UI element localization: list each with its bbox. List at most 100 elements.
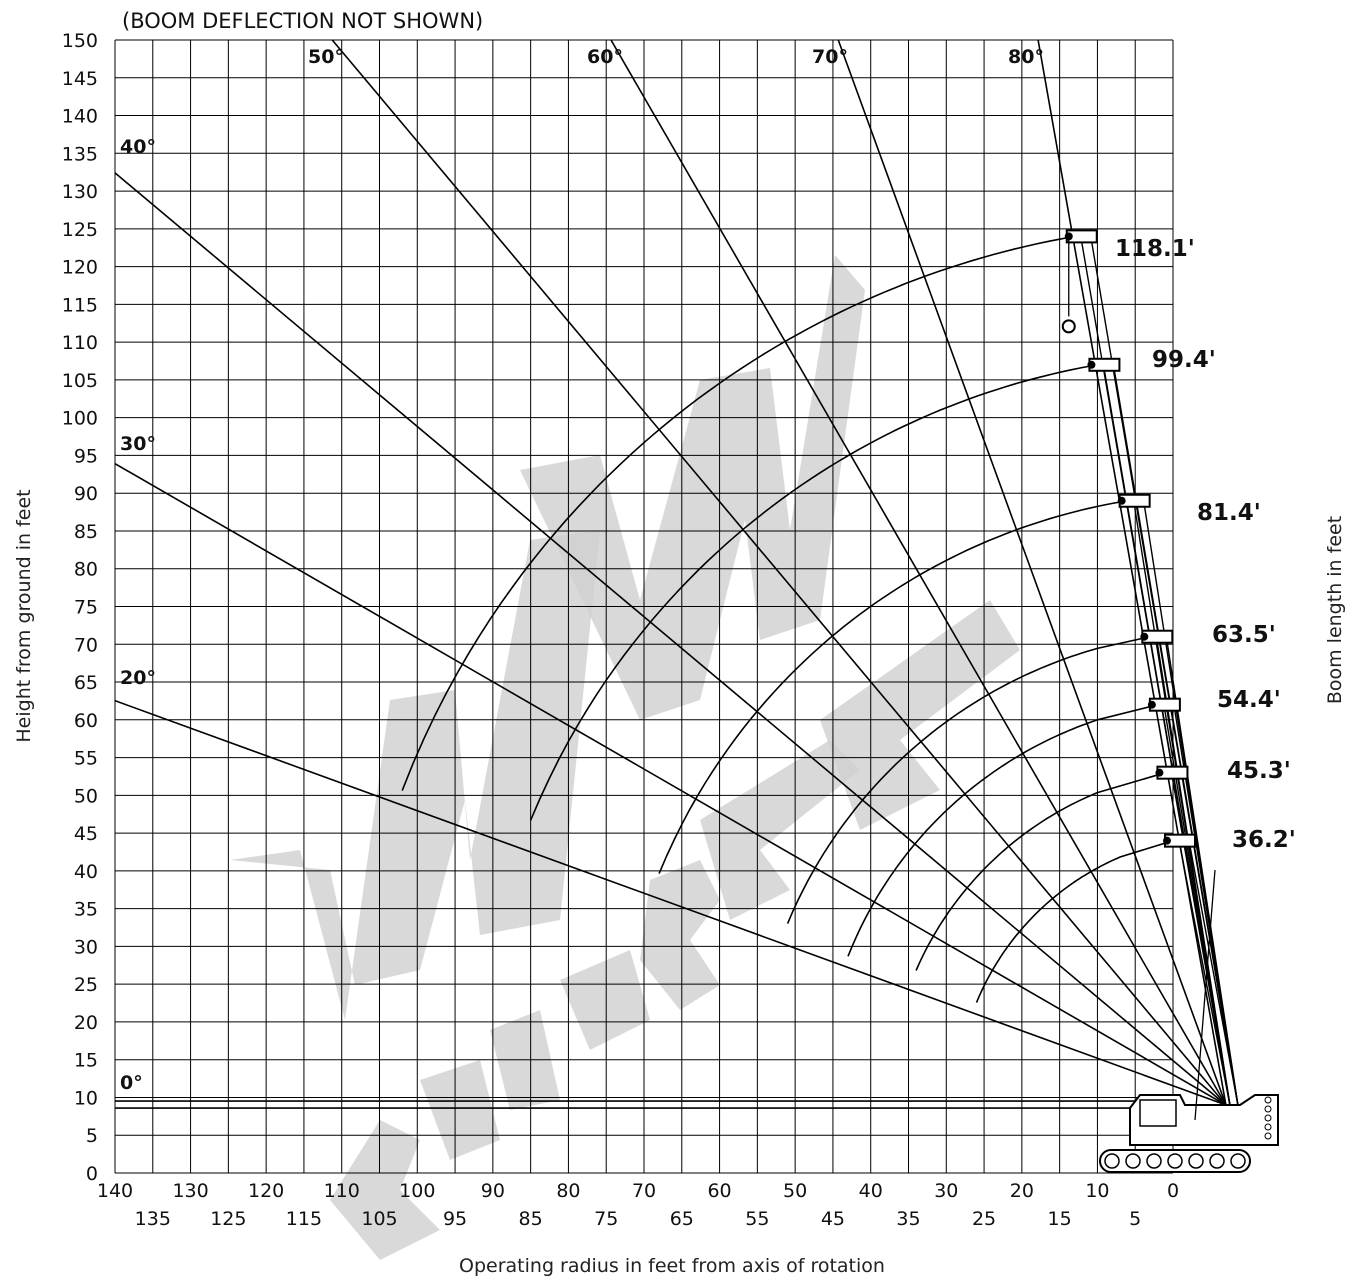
y-tick-label: 35 (74, 899, 98, 921)
boom-sheave (1147, 700, 1156, 709)
counterweight-bolt (1264, 1096, 1272, 1104)
y-tick-label: 140 (62, 106, 98, 128)
angle-label: 40° (120, 136, 156, 158)
angle-label: 70° (812, 46, 848, 68)
y-tick-label: 145 (62, 68, 98, 90)
angle-line (331, 39, 1227, 1106)
x-tick-label: 50 (783, 1180, 807, 1202)
y-tick-label: 100 (62, 408, 98, 430)
angle-line (114, 172, 1227, 1106)
counterweight-bolt (1264, 1123, 1272, 1131)
y-tick-label: 130 (62, 181, 98, 203)
boom-sheave (1117, 496, 1126, 505)
x-tick-label: 45 (821, 1208, 845, 1230)
x-tick-label: 90 (481, 1180, 505, 1202)
axis-ticks: 0510152025303540455055606570758085909510… (62, 30, 1179, 1230)
y-tick-label: 105 (62, 370, 98, 392)
y-tick-label: 95 (74, 445, 98, 467)
boom-length-label: 63.5' (1212, 622, 1276, 648)
boom-sheave (1087, 360, 1096, 369)
angle-label: 30° (120, 433, 156, 455)
y-axis-title: Height from ground in feet (13, 489, 35, 742)
boom-sheave (1163, 836, 1171, 845)
boom-length-label: 45.3' (1227, 758, 1291, 784)
y-tick-label: 120 (62, 257, 98, 279)
x-tick-label: 95 (443, 1208, 467, 1230)
track-roller (1209, 1153, 1225, 1169)
y-tick-label: 50 (74, 785, 98, 807)
boom-length-arc (529, 364, 1098, 821)
x-tick-label: 65 (670, 1208, 694, 1230)
counterweight-bolt (1264, 1105, 1272, 1113)
y2-axis-title: Boom length in feet (1324, 516, 1346, 704)
y-tick-label: 135 (62, 143, 98, 165)
x-tick-label: 105 (361, 1208, 397, 1230)
track-roller (1125, 1153, 1141, 1169)
x-tick-label: 10 (1085, 1180, 1109, 1202)
hook-block (1061, 319, 1076, 334)
boom-length-arc (847, 703, 1159, 957)
y-tick-label: 55 (74, 748, 98, 770)
boom-length-label: 99.4' (1152, 347, 1216, 373)
boom-length-arc (915, 771, 1166, 971)
angle-label: 0° (120, 1072, 143, 1094)
x-tick-label: 110 (324, 1180, 360, 1202)
crane-body (1129, 1094, 1279, 1146)
track-roller (1167, 1153, 1183, 1169)
y-tick-label: 40 (74, 861, 98, 883)
x-tick-label: 40 (859, 1180, 883, 1202)
x-tick-label: 140 (97, 1180, 133, 1202)
y-tick-label: 20 (74, 1012, 98, 1034)
angle-line (610, 39, 1227, 1106)
boom-length-label: 36.2' (1232, 827, 1296, 853)
x-tick-label: 20 (1010, 1180, 1034, 1202)
y-tick-label: 25 (74, 974, 98, 996)
y-tick-label: 110 (62, 332, 98, 354)
y-tick-label: 75 (74, 597, 98, 619)
y-tick-label: 65 (74, 672, 98, 694)
x-tick-label: 75 (594, 1208, 618, 1230)
boom-length-arc (658, 500, 1128, 874)
x-tick-label: 115 (286, 1208, 322, 1230)
y-tick-label: 125 (62, 219, 98, 241)
y-tick-label: 85 (74, 521, 98, 543)
watermark-logo (230, 255, 1020, 1260)
deflection-note: (BOOM DEFLECTION NOT SHOWN) (122, 9, 483, 33)
boom-length-arc (975, 839, 1174, 1003)
x-tick-label: 100 (399, 1180, 435, 1202)
y-tick-label: 115 (62, 294, 98, 316)
y-tick-label: 150 (62, 30, 98, 52)
boom-length-arc (786, 635, 1151, 924)
angle-line (114, 699, 1227, 1106)
x-tick-label: 120 (248, 1180, 284, 1202)
angle-label: 50° (308, 46, 344, 68)
angle-line (1037, 39, 1227, 1106)
angle-line (114, 462, 1227, 1106)
x-tick-label: 35 (896, 1208, 920, 1230)
boom-section (1178, 840, 1231, 1106)
boom-sheave (1155, 768, 1164, 777)
y-tick-label: 45 (74, 823, 98, 845)
boom-length-label: 54.4' (1217, 687, 1281, 713)
x-tick-label: 85 (519, 1208, 543, 1230)
x-tick-label: 5 (1129, 1208, 1141, 1230)
counterweight-bolt (1264, 1114, 1272, 1122)
x-tick-label: 130 (172, 1180, 208, 1202)
boom-angle-lines (114, 39, 1227, 1109)
boom-section (1188, 840, 1239, 1106)
chart-labels: 0° 20° 30° 40° 50° 60° 70° 80° 118.1' 99.4' 81.4' 6… (120, 46, 1296, 1094)
y-tick-label: 70 (74, 634, 98, 656)
counterweight-bolt (1264, 1132, 1272, 1140)
boom-length-label: 118.1' (1115, 236, 1195, 262)
boom-length-label: 81.4' (1197, 500, 1261, 526)
angle-label: 60° (587, 46, 623, 68)
boom-sheave (1140, 632, 1149, 641)
boom-section (1170, 772, 1231, 1106)
y-tick-label: 0 (86, 1163, 98, 1185)
x-tick-label: 0 (1167, 1180, 1179, 1202)
track-roller (1104, 1153, 1120, 1169)
boom-cylinder (1194, 869, 1216, 1121)
x-tick-label: 80 (556, 1180, 580, 1202)
y-tick-label: 15 (74, 1050, 98, 1072)
